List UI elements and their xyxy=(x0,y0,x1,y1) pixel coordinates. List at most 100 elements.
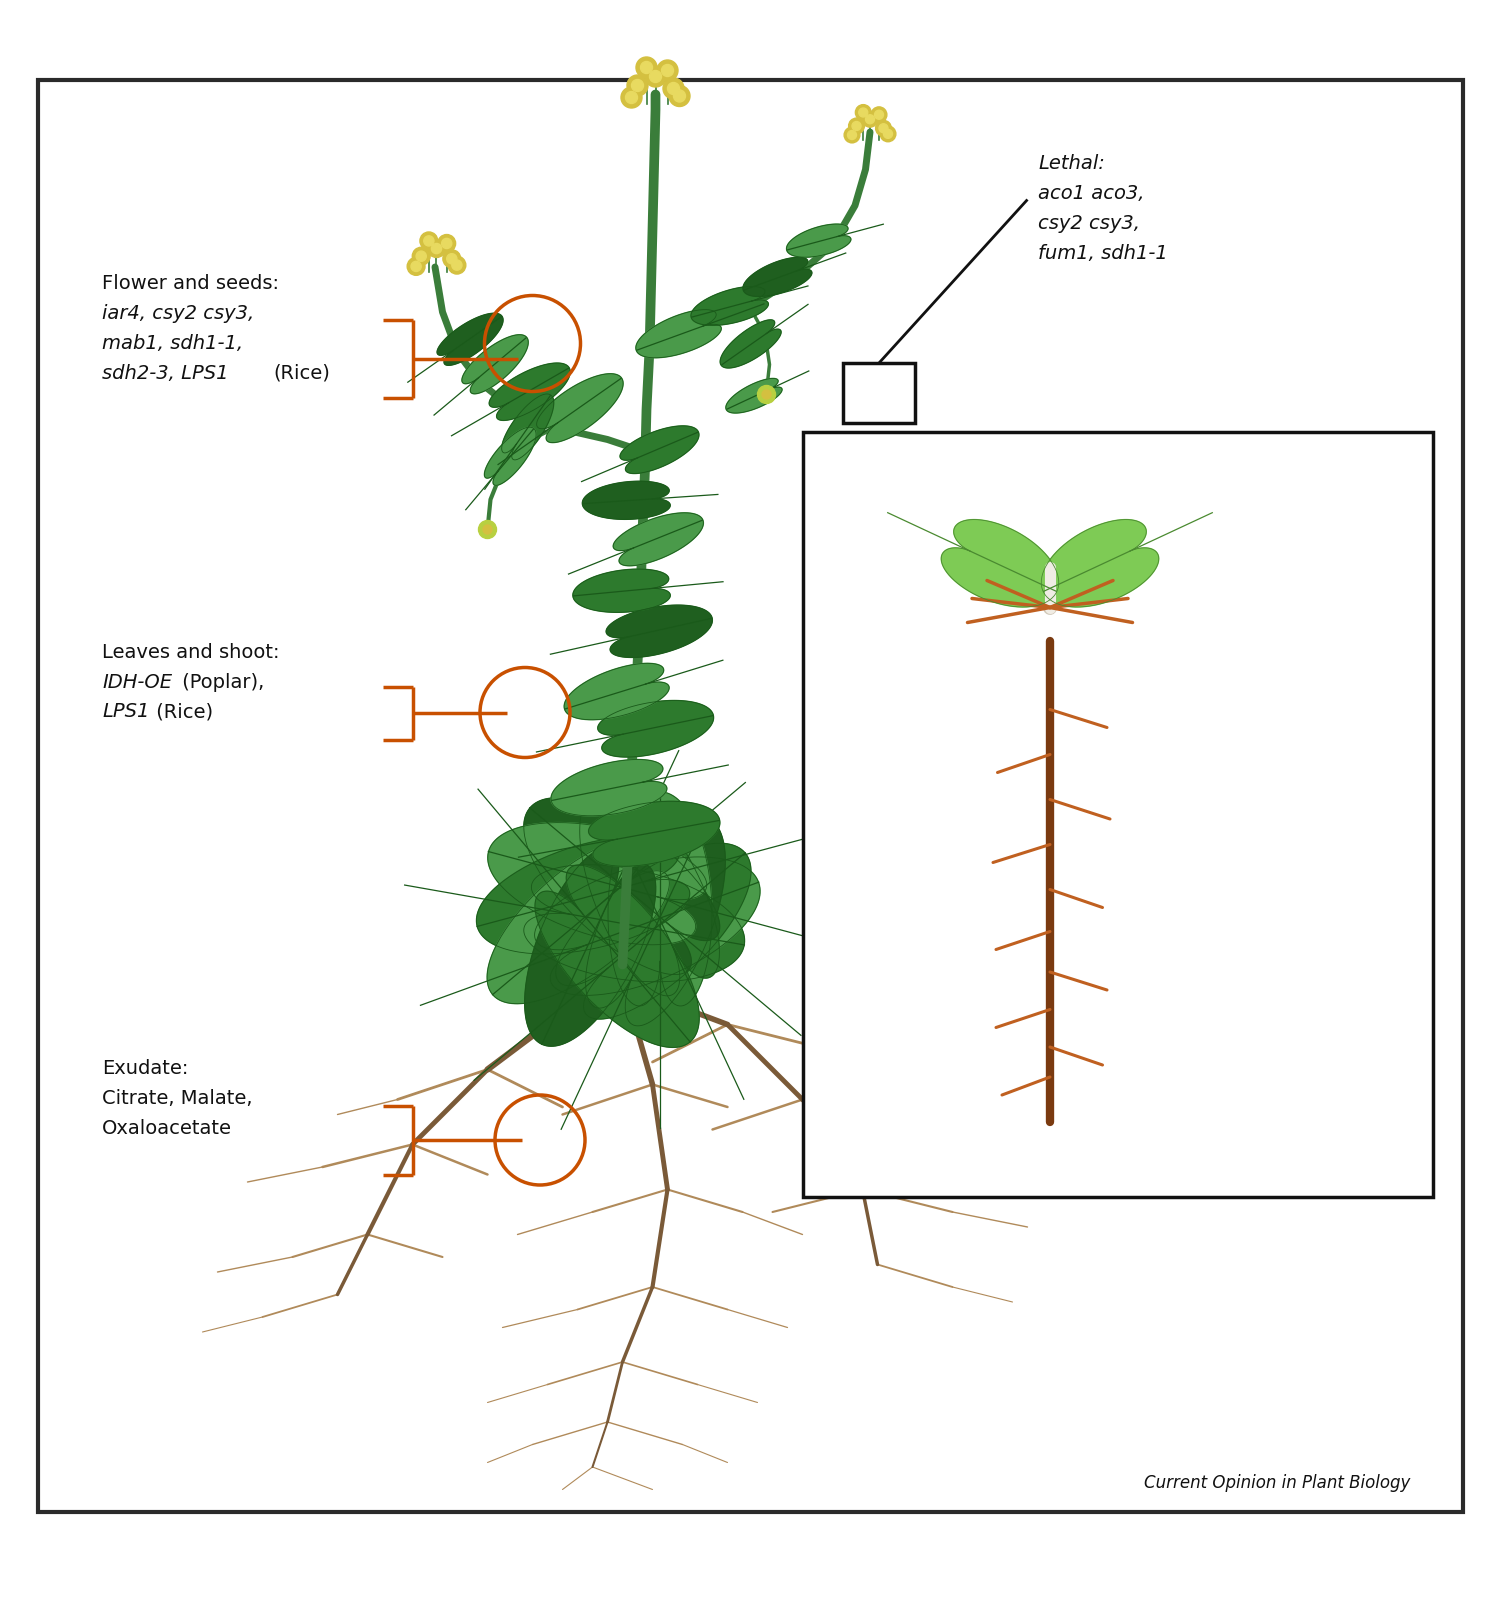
Text: LPS1: LPS1 xyxy=(102,702,150,721)
Circle shape xyxy=(876,120,891,136)
Circle shape xyxy=(626,91,638,104)
Polygon shape xyxy=(501,393,554,461)
Text: Leaves and shoot:: Leaves and shoot: xyxy=(102,643,279,662)
Circle shape xyxy=(478,521,496,539)
Circle shape xyxy=(879,123,888,133)
Polygon shape xyxy=(726,379,782,413)
Polygon shape xyxy=(556,843,752,1019)
Circle shape xyxy=(662,64,674,77)
Polygon shape xyxy=(588,793,716,868)
Polygon shape xyxy=(692,286,768,325)
Text: iar4, csy2 csy3,: iar4, csy2 csy3, xyxy=(102,304,254,323)
Circle shape xyxy=(871,107,886,123)
Circle shape xyxy=(452,261,462,270)
Polygon shape xyxy=(536,865,699,1047)
Text: sdh2-3, LPS1: sdh2-3, LPS1 xyxy=(102,363,234,382)
Circle shape xyxy=(442,249,460,267)
Circle shape xyxy=(423,235,433,246)
Circle shape xyxy=(413,248,430,265)
Circle shape xyxy=(674,90,686,102)
Circle shape xyxy=(855,104,871,120)
Text: (Rice): (Rice) xyxy=(150,702,213,721)
Bar xyxy=(843,363,915,424)
Text: sdhaf2,: sdhaf2, xyxy=(836,857,897,875)
Polygon shape xyxy=(524,865,744,982)
Polygon shape xyxy=(537,374,622,443)
Circle shape xyxy=(416,251,426,261)
Text: iar4: iar4 xyxy=(1260,689,1293,707)
Text: fum1, sdh1-1: fum1, sdh1-1 xyxy=(1038,243,1167,262)
Text: (Rice): (Rice) xyxy=(273,363,330,382)
Text: aco1 aco3,: aco1 aco3, xyxy=(1038,184,1144,203)
Text: Lateral root:: Lateral root: xyxy=(1118,689,1224,707)
Text: IDH1-OE: IDH1-OE xyxy=(836,886,906,905)
Polygon shape xyxy=(620,427,699,473)
Text: IDH-OE: IDH-OE xyxy=(102,673,172,691)
Circle shape xyxy=(645,66,666,86)
Text: pSMR1::ACO1,: pSMR1::ACO1, xyxy=(836,916,957,934)
Circle shape xyxy=(650,70,662,83)
Polygon shape xyxy=(550,760,666,812)
Polygon shape xyxy=(534,857,760,995)
Text: pCYCB1::ACO1: pCYCB1::ACO1 xyxy=(836,947,958,964)
Polygon shape xyxy=(940,520,1059,608)
Circle shape xyxy=(632,80,644,91)
Polygon shape xyxy=(786,224,850,257)
Polygon shape xyxy=(477,836,690,955)
Polygon shape xyxy=(579,785,720,996)
Circle shape xyxy=(849,118,864,134)
Polygon shape xyxy=(573,569,670,614)
Text: Primary root:: Primary root: xyxy=(836,827,945,844)
Text: Oxaloacetate: Oxaloacetate xyxy=(102,1119,232,1138)
Text: Citrate, Malate,: Citrate, Malate, xyxy=(102,1089,252,1108)
Circle shape xyxy=(438,235,456,253)
Circle shape xyxy=(865,115,874,123)
Circle shape xyxy=(447,254,458,264)
Text: (Poplar),: (Poplar), xyxy=(176,673,264,691)
Polygon shape xyxy=(584,481,670,523)
Circle shape xyxy=(411,261,422,272)
Circle shape xyxy=(441,238,452,248)
Text: Flower and seeds:: Flower and seeds: xyxy=(102,273,279,293)
Circle shape xyxy=(627,75,648,96)
Circle shape xyxy=(406,257,424,275)
Polygon shape xyxy=(489,363,570,421)
Circle shape xyxy=(874,110,884,120)
Polygon shape xyxy=(598,704,714,756)
Circle shape xyxy=(844,128,859,142)
Circle shape xyxy=(852,122,861,131)
Circle shape xyxy=(847,131,856,139)
Circle shape xyxy=(420,232,438,249)
Polygon shape xyxy=(525,847,656,1046)
Polygon shape xyxy=(636,310,722,358)
Circle shape xyxy=(858,109,867,117)
Circle shape xyxy=(448,256,466,273)
Polygon shape xyxy=(488,822,706,945)
Text: Hypocotyl: Hypocotyl xyxy=(1118,497,1200,515)
Circle shape xyxy=(483,524,492,534)
Text: csy2 csy3,: csy2 csy3, xyxy=(1038,214,1140,232)
Circle shape xyxy=(884,130,892,139)
Polygon shape xyxy=(606,604,712,657)
Circle shape xyxy=(663,78,684,99)
Polygon shape xyxy=(1041,520,1160,608)
Circle shape xyxy=(668,83,680,94)
Bar xyxy=(802,432,1432,1198)
Polygon shape xyxy=(608,792,712,1006)
Polygon shape xyxy=(524,798,720,974)
Polygon shape xyxy=(488,839,669,1004)
Circle shape xyxy=(621,86,642,109)
Circle shape xyxy=(432,243,441,254)
Polygon shape xyxy=(614,513,704,566)
Text: Cotyledon:: Cotyledon: xyxy=(1047,432,1142,449)
Polygon shape xyxy=(562,664,669,715)
Circle shape xyxy=(657,61,678,82)
Text: mab1, sdh1-1,: mab1, sdh1-1, xyxy=(102,334,243,352)
Circle shape xyxy=(880,126,896,142)
Text: (Maize),: (Maize), xyxy=(930,886,1002,905)
Polygon shape xyxy=(484,427,536,486)
Polygon shape xyxy=(720,320,782,368)
Text: mab1: mab1 xyxy=(1162,432,1210,449)
Polygon shape xyxy=(742,257,812,296)
Circle shape xyxy=(640,61,652,74)
